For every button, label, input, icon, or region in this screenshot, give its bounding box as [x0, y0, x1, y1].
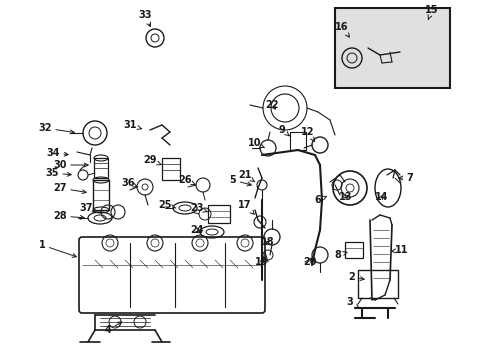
- Text: 21: 21: [238, 170, 254, 182]
- Text: 13: 13: [339, 192, 352, 202]
- Text: 16: 16: [335, 22, 348, 37]
- Text: 35: 35: [45, 168, 71, 178]
- Text: 22: 22: [264, 100, 278, 110]
- Text: 24: 24: [190, 225, 203, 235]
- Text: 12: 12: [301, 127, 314, 141]
- Text: 20: 20: [303, 257, 316, 267]
- Bar: [162, 158, 180, 180]
- Text: 30: 30: [53, 160, 88, 170]
- Text: 3: 3: [346, 297, 358, 308]
- Text: 9: 9: [278, 125, 289, 136]
- Bar: [94, 158, 108, 178]
- Bar: [289, 132, 305, 150]
- Text: 32: 32: [38, 123, 74, 134]
- Bar: [207, 205, 229, 223]
- Text: 18: 18: [261, 237, 274, 247]
- Text: 25: 25: [158, 200, 176, 210]
- Text: 19: 19: [255, 257, 268, 267]
- Text: 31: 31: [123, 120, 141, 130]
- Text: 10: 10: [248, 138, 264, 148]
- Text: 36: 36: [121, 178, 137, 188]
- Text: 15: 15: [425, 5, 438, 19]
- Text: 27: 27: [53, 183, 86, 194]
- Text: 26: 26: [178, 175, 195, 185]
- Bar: [345, 242, 362, 258]
- Text: 4: 4: [104, 322, 122, 335]
- Text: 29: 29: [143, 155, 161, 165]
- Bar: [357, 270, 397, 298]
- Text: 6: 6: [314, 195, 326, 205]
- Text: 34: 34: [46, 148, 68, 158]
- Text: 37: 37: [79, 203, 97, 213]
- Text: 14: 14: [374, 192, 388, 202]
- Text: 7: 7: [398, 173, 412, 183]
- Text: 11: 11: [390, 245, 408, 255]
- Text: 5: 5: [229, 175, 251, 186]
- Text: 17: 17: [238, 200, 254, 214]
- Bar: [334, 8, 449, 88]
- Text: 23: 23: [190, 203, 207, 213]
- Bar: [93, 180, 109, 210]
- Text: 33: 33: [138, 10, 151, 27]
- Text: 28: 28: [53, 211, 84, 221]
- Text: 1: 1: [39, 240, 76, 257]
- Text: 2: 2: [348, 272, 364, 282]
- Text: 8: 8: [334, 250, 346, 260]
